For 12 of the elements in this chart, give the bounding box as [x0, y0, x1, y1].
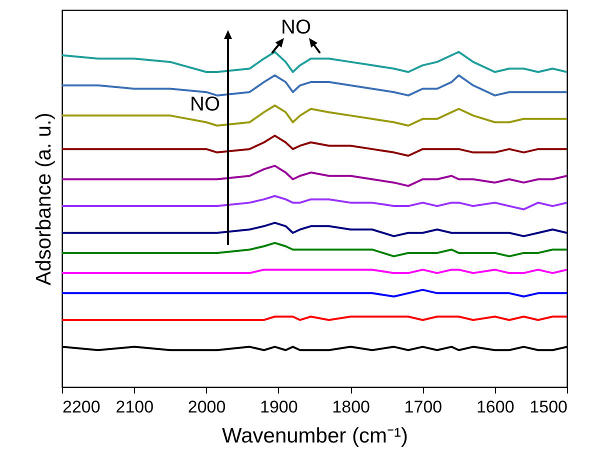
x-tick-label: 2100 [116, 398, 154, 416]
x-axis-title: Wavenumber (cm⁻¹) [222, 424, 408, 448]
text: NO [281, 16, 311, 38]
x-tick-label: 1500 [530, 398, 568, 416]
x-tick-label: 2000 [188, 398, 226, 416]
x-tick-label: 1700 [404, 398, 442, 416]
annotation: NO [190, 93, 220, 116]
x-tick-label: 2200 [62, 398, 100, 416]
x-tick-label: 1900 [260, 398, 298, 416]
y-axis-title: Adsorbance (a. u.) [32, 112, 56, 286]
x-tick-label: 1600 [476, 398, 514, 416]
x-tick-label: 1800 [332, 398, 370, 416]
